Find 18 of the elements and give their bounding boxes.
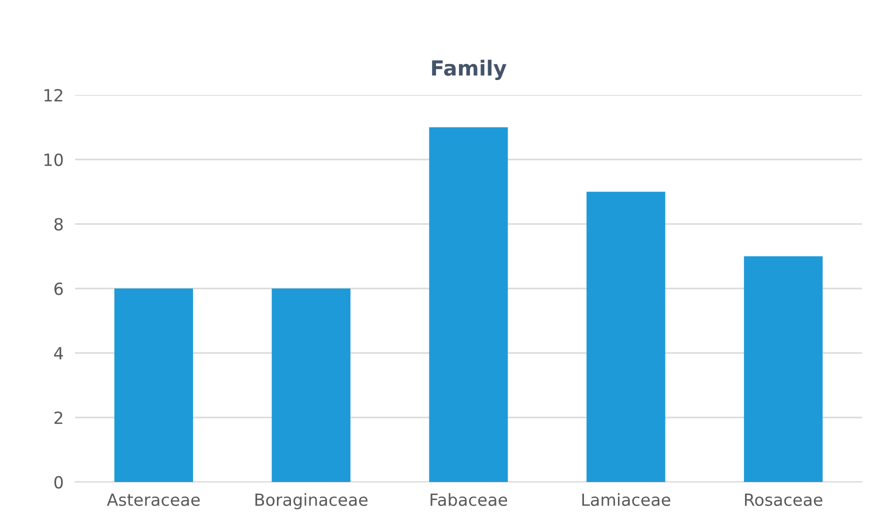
y-tick-label: 6 — [54, 282, 63, 296]
y-tick-label: 12 — [44, 88, 62, 102]
y-tick-label: 8 — [54, 218, 63, 231]
bar — [114, 288, 194, 482]
y-tick-label: 2 — [54, 411, 62, 424]
x-tick-label: Rosaceae — [745, 494, 822, 506]
y-tick-label: 10 — [44, 153, 63, 166]
bar — [586, 192, 666, 482]
bar — [272, 288, 350, 482]
bar — [429, 127, 508, 482]
bar — [744, 256, 823, 482]
x-tick-label: Asteraceae — [106, 494, 200, 506]
x-tick-label: Fabaceae — [430, 493, 508, 506]
x-tick-label: Boraginaceae — [255, 493, 368, 510]
y-tick-label: 4 — [54, 347, 63, 360]
y-tick-label: 0 — [54, 476, 63, 489]
x-tick-label: Lamiaceae — [582, 493, 670, 506]
chart-title: Family — [432, 60, 506, 80]
